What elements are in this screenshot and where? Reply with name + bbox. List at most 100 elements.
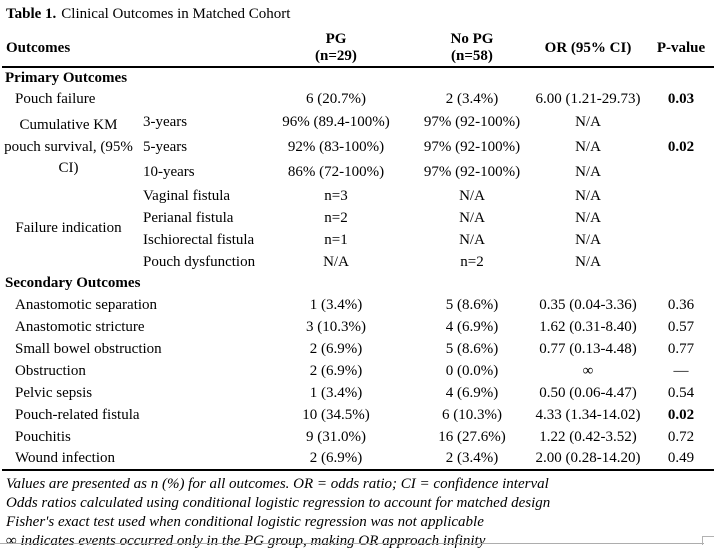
- table-row: Pouch dysfunction N/A n=2 N/A: [2, 251, 714, 273]
- cell-pg-value: n=2: [324, 209, 348, 226]
- table-footnotes: Values are presented as n (%) for all ou…: [2, 471, 714, 551]
- cell-pg-value: 2 (6.9%): [256, 448, 416, 471]
- cell-pg-value: 1 (3.4%): [309, 296, 363, 313]
- cell-pvalue: 0.49: [648, 448, 714, 471]
- table-title-text: Clinical Outcomes in Matched Cohort: [61, 6, 291, 22]
- cell-outcome-label: Pouch failure: [15, 90, 96, 107]
- cell-outcome-label: Wound infection: [2, 448, 256, 471]
- cell-pvalue: 0.02: [667, 406, 695, 423]
- cell-outcome-label: Pouchitis: [15, 428, 71, 445]
- cell-nopg-value: N/A: [459, 231, 485, 248]
- cell-pg-value: 10 (34.5%): [302, 406, 370, 423]
- cell-nopg-value: N/A: [459, 209, 485, 226]
- cell-pvalue: 0.54: [667, 384, 695, 401]
- header-pvalue: P-value: [656, 39, 706, 56]
- header-or: OR (95% CI): [544, 39, 632, 56]
- cell-nopg-value: 6 (10.3%): [442, 406, 502, 423]
- header-row: Outcomes PG (n=29) No PG (n=58) OR (95% …: [2, 30, 714, 67]
- table-number-label: Table 1.: [6, 6, 57, 22]
- cell-nopg-value: 5 (8.6%): [445, 340, 499, 357]
- cell-or-value: N/A: [575, 209, 601, 226]
- cell-or-value: 6.00 (1.21-29.73): [535, 90, 641, 107]
- cell-pvalue: [648, 229, 714, 251]
- section-header-row: Secondary Outcomes: [2, 273, 714, 294]
- cell-nopg-value: n=2: [460, 253, 484, 270]
- header-nopg-group: No PG (n=58): [416, 30, 528, 67]
- cell-pg-value: 3 (10.3%): [306, 318, 366, 335]
- table-row: Pouch failure 6 (20.7%) 2 (3.4%) 6.00 (1…: [2, 88, 714, 110]
- cell-pvalue: [648, 251, 714, 273]
- cell-pg-value: n=3: [324, 187, 348, 204]
- cell-pg-value: 9 (31.0%): [306, 428, 366, 445]
- cell-nopg-value: 97% (92-100%): [423, 139, 521, 155]
- table-row: Cumulative KM pouch survival, (95% CI) 3…: [2, 110, 714, 176]
- cell-nopg-value: 97% (92-100%): [423, 114, 521, 130]
- header-pg-line1: PG: [325, 31, 347, 47]
- section-header-row: Primary Outcomes: [2, 67, 714, 88]
- cell-or-infinity: ∞: [582, 362, 594, 379]
- table-row: Pouchitis 9 (31.0%) 16 (27.6%) 1.22 (0.4…: [2, 426, 714, 448]
- cell-outcome-label: Obstruction: [15, 362, 86, 379]
- cell-sublabel: Pouch dysfunction: [143, 253, 256, 270]
- cell-pg-value: N/A: [323, 253, 349, 270]
- cell-pg-value: 1 (3.4%): [309, 384, 363, 401]
- cell-pg-value: 6 (20.7%): [306, 90, 366, 107]
- footnote-values-note: Values are presented as n (%) for all ou…: [6, 476, 549, 492]
- header-pg-group: PG (n=29): [256, 30, 416, 67]
- cell-or-value: N/A: [575, 164, 601, 180]
- cell-or-value: 0.35 (0.04-3.36): [539, 296, 637, 313]
- table-row: 10-years 86% (72-100%) 97% (92-100%) N/A: [2, 160, 714, 185]
- table-row: Pelvic sepsis 1 (3.4%) 4 (6.9%) 0.50 (0.…: [2, 382, 714, 404]
- cell-outcome-label: Anastomotic separation: [15, 296, 158, 313]
- cell-nopg-value: 4 (6.9%): [445, 384, 499, 401]
- cell-pvalue-dash: —: [673, 362, 689, 379]
- cell-pg-value: n=1: [324, 231, 348, 248]
- cell-pvalue: 0.03: [667, 90, 695, 107]
- cell-group-label-failure-indication: Failure indication: [15, 220, 122, 237]
- cell-nopg-value: 2 (3.4%): [445, 90, 499, 107]
- cell-pvalue: 0.72: [667, 428, 695, 445]
- cell-pvalue: 0.57: [667, 318, 695, 335]
- header-nopg-line2: (n=58): [451, 48, 493, 64]
- header-pg-line2: (n=29): [315, 48, 357, 64]
- cell-or-value: 1.62 (0.31-8.40): [539, 318, 637, 335]
- cell-sublabel: Vaginal fistula: [143, 187, 231, 204]
- cell-outcome-label: Small bowel obstruction: [15, 340, 162, 357]
- cell-nopg-value: 2 (3.4%): [416, 448, 528, 471]
- cell-nopg-value: 16 (27.6%): [438, 428, 506, 445]
- cell-pg-value: 92% (83-100%): [287, 139, 385, 155]
- cell-pg-value: 96% (89.4-100%): [282, 114, 390, 130]
- table-header: Outcomes PG (n=29) No PG (n=58) OR (95% …: [2, 30, 714, 67]
- cell-pvalue: 0.77: [667, 340, 695, 357]
- cell-nopg-value: 5 (8.6%): [445, 296, 499, 313]
- table-row: Failure indication Vaginal fistula n=3 N…: [2, 185, 714, 237]
- cell-pvalue: 0.36: [667, 296, 695, 313]
- cell-pg-value: 86% (72-100%): [287, 164, 385, 180]
- cell-nopg-value: 4 (6.9%): [445, 318, 499, 335]
- clinical-outcomes-table: Outcomes PG (n=29) No PG (n=58) OR (95% …: [2, 30, 714, 471]
- section-primary-label: Primary Outcomes: [5, 69, 128, 86]
- cell-pg-value: 2 (6.9%): [309, 362, 363, 379]
- table-row: Anastomotic separation 1 (3.4%) 5 (8.6%)…: [2, 294, 714, 316]
- table-row: Pouch-related fistula 10 (34.5%) 6 (10.3…: [2, 404, 714, 426]
- cell-or-value: 2.00 (0.28-14.20): [528, 448, 648, 471]
- footnote-odds-ratio-note: Odds ratios calculated using conditional…: [6, 495, 551, 511]
- cell-outcome-label: Pouch-related fistula: [15, 406, 140, 423]
- cell-sublabel: Perianal fistula: [143, 209, 234, 226]
- cell-pvalue: 0.02: [667, 139, 695, 155]
- cell-or-value: 1.22 (0.42-3.52): [539, 428, 637, 445]
- table-row: Obstruction 2 (6.9%) 0 (0.0%) ∞ —: [2, 360, 714, 382]
- table-row: Perianal fistula n=2 N/A N/A: [2, 207, 714, 229]
- cell-or-value: 0.50 (0.06-4.47): [539, 384, 637, 401]
- section-secondary-label: Secondary Outcomes: [5, 275, 141, 291]
- cell-sublabel: 5-years: [143, 139, 188, 155]
- cell-or-value: N/A: [575, 231, 601, 248]
- cell-or-value: 4.33 (1.34-14.02): [535, 406, 641, 423]
- cell-or-value: N/A: [575, 139, 601, 155]
- cell-pvalue: [648, 160, 714, 185]
- cell-pvalue: [648, 207, 714, 229]
- cell-nopg-value: 0 (0.0%): [445, 362, 499, 379]
- cell-or-value: N/A: [575, 253, 601, 270]
- cell-group-label-km-survival: Cumulative KM pouch survival, (95% CI): [4, 116, 133, 177]
